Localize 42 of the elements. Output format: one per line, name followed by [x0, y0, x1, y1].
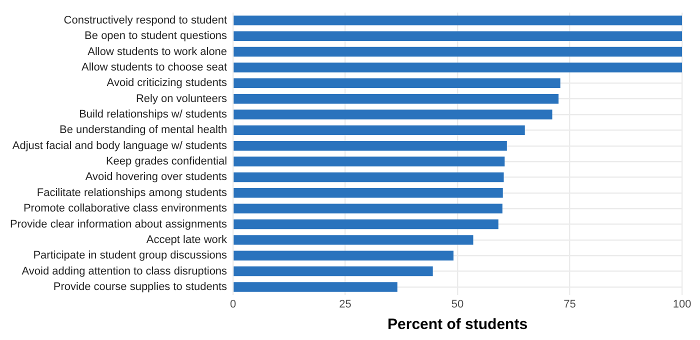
bar — [234, 204, 502, 214]
y-tick-label: Promote collaborative class environments — [23, 202, 228, 215]
y-tick-label: Participate in student group discussions — [33, 250, 228, 262]
x-tick-label: 25 — [339, 298, 352, 310]
y-tick-label: Avoid criticizing students — [106, 77, 228, 90]
bar — [234, 141, 507, 151]
y-tick-label: Facilitate relationships among students — [36, 186, 228, 199]
y-tick-label: Allow students to work alone — [88, 46, 228, 58]
bar — [234, 78, 560, 88]
y-tick-label: Build relationships w/ students — [79, 108, 228, 121]
y-tick-label: Avoid adding attention to class disruptions — [22, 265, 228, 278]
bar — [234, 156, 505, 166]
y-tick-label: Provide course supplies to students — [53, 280, 228, 293]
bar — [234, 172, 504, 182]
bar — [234, 62, 682, 72]
bar — [234, 31, 682, 41]
y-tick-label: Accept late work — [146, 234, 228, 246]
y-tick-label: Keep grades confidential — [106, 156, 228, 168]
x-axis-title: Percent of students — [388, 316, 528, 334]
x-tick-label: 100 — [672, 298, 692, 310]
y-tick-label: Allow students to choose seat — [82, 62, 228, 74]
bar — [234, 16, 682, 26]
x-tick-label: 75 — [564, 298, 576, 310]
y-tick-label: Provide clear information about assignments — [10, 218, 228, 230]
bar — [234, 282, 398, 292]
bar — [234, 266, 433, 276]
bar — [234, 188, 503, 198]
y-tick-label: Adjust facial and body language w/ students — [12, 140, 228, 152]
x-tick-label: 50 — [451, 298, 464, 310]
bar — [234, 219, 498, 230]
bar — [234, 125, 525, 136]
bar — [234, 110, 552, 120]
bar — [234, 235, 474, 245]
x-tick-label: 0 — [230, 298, 236, 310]
bar — [234, 94, 559, 104]
y-tick-label: Avoid hovering over students — [85, 171, 228, 184]
y-tick-label: Be understanding of mental health — [59, 124, 228, 136]
y-tick-label: Rely on volunteers — [136, 92, 228, 105]
y-tick-label: Constructively respond to student — [64, 14, 228, 26]
y-tick-label: Be open to student questions — [84, 30, 228, 42]
bar — [234, 46, 682, 57]
bar — [234, 250, 454, 260]
